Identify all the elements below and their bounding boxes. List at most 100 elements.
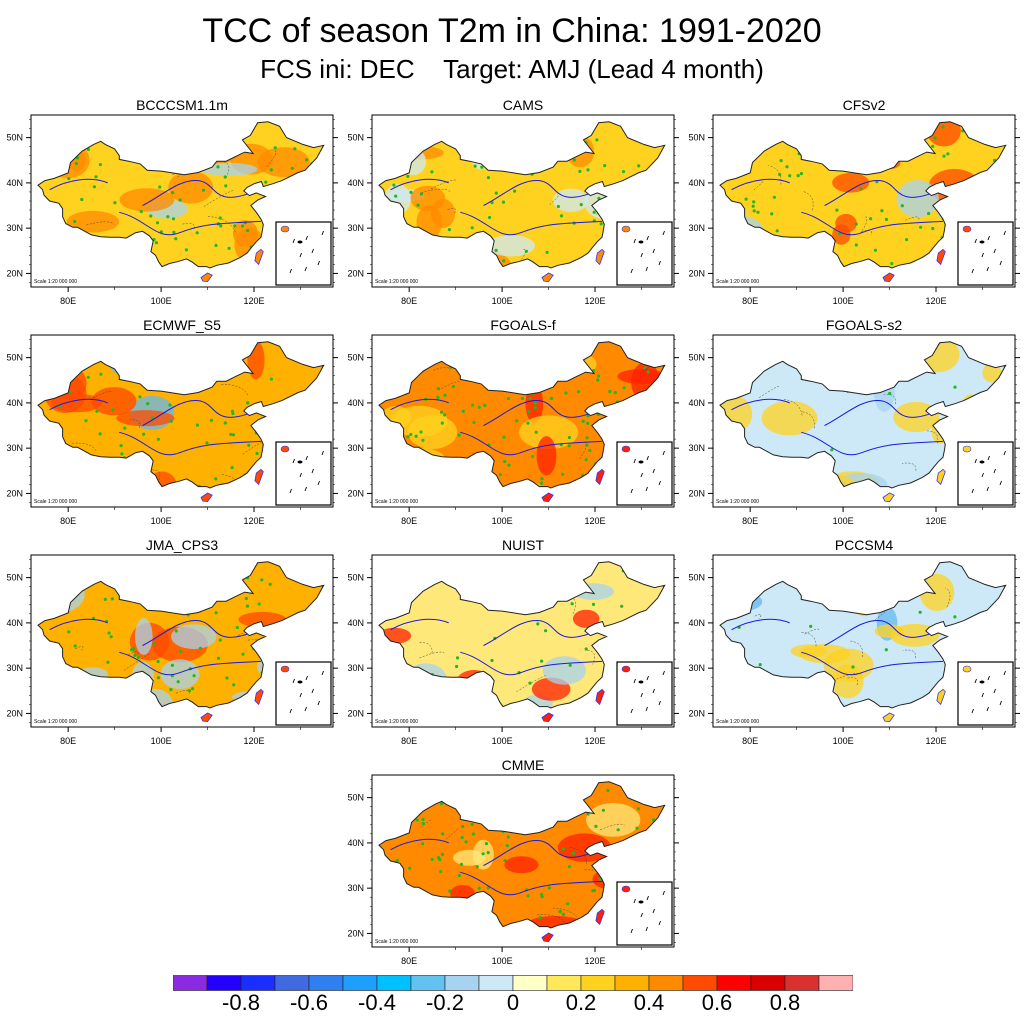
lat-tick-label: 20N [347, 488, 364, 498]
hainan-island [200, 492, 213, 503]
significance-dot [779, 159, 783, 163]
significance-dot [567, 444, 571, 448]
significance-dot [595, 138, 599, 142]
province-boundary [151, 469, 161, 481]
significance-dot [561, 472, 565, 476]
lon-tick-label: 80E [401, 956, 417, 966]
colorbar-swatch [818, 975, 853, 991]
colorbar-swatch [410, 975, 446, 991]
colorbar-tick-label: 0.4 [633, 990, 665, 1015]
taiwan-island [936, 248, 946, 266]
significance-dot [809, 624, 813, 628]
significance-dot [770, 212, 774, 216]
lat-tick-label: 50N [347, 573, 364, 583]
province-boundary [905, 216, 920, 221]
lon-tick-label: 80E [401, 516, 417, 526]
significance-dot [419, 430, 423, 434]
significance-dot [601, 808, 605, 812]
significance-dot [622, 386, 626, 390]
lon-tick-label: 120E [584, 516, 605, 526]
significance-dot [566, 902, 570, 906]
significance-dot [447, 228, 451, 232]
province-boundary [224, 161, 230, 179]
significance-dot [155, 221, 160, 225]
significance-dot [470, 226, 474, 230]
significance-dot [216, 656, 221, 660]
hainan-island [882, 492, 895, 503]
yellow-river [483, 620, 589, 646]
figure-title: TCC of season T2m in China: 1991-2020 [202, 12, 822, 50]
colorbar-swatch [614, 975, 650, 991]
significance-dot [603, 164, 607, 168]
province-boundary [861, 230, 872, 236]
hainan-island [200, 712, 213, 723]
significance-dot [471, 403, 475, 407]
significance-dot [130, 648, 134, 652]
significance-dot [788, 174, 792, 178]
significance-dot [436, 387, 440, 391]
significance-dot [73, 644, 77, 648]
significance-dot [942, 154, 946, 158]
significance-dot [394, 194, 398, 198]
significance-dot [534, 430, 538, 434]
field-patch [408, 415, 458, 449]
significance-dot [223, 175, 227, 179]
significance-dot [539, 481, 544, 485]
significance-dot [572, 158, 576, 162]
significance-dot [561, 847, 565, 851]
province-boundary [587, 649, 595, 665]
map-panel: JMA_CPS3 Scale 1:20 000 000 50N 40N 30N 20N 80… [0, 535, 345, 755]
province-boundary [418, 819, 431, 829]
significance-dot [174, 629, 178, 633]
significance-dot [900, 204, 904, 208]
significance-dot [67, 177, 71, 181]
province-boundary [433, 367, 450, 371]
lon-tick-label: 100E [833, 736, 854, 746]
lon-tick-label: 100E [151, 296, 172, 306]
significance-dot [540, 659, 544, 663]
lon-tick-label: 100E [833, 296, 854, 306]
significance-dot [527, 409, 531, 414]
lon-tick-label: 80E [60, 736, 76, 746]
yangtze-river [801, 651, 944, 676]
lon-tick-label: 120E [584, 296, 605, 306]
lon-tick-label: 100E [492, 956, 513, 966]
map-panel: NUIST Scale 1:20 000 000 50N 40N 30N 20N 80E 10… [341, 535, 686, 755]
significance-dot [455, 664, 459, 669]
lon-tick-label: 80E [401, 296, 417, 306]
significance-dot [98, 432, 102, 436]
field-patch [557, 833, 612, 862]
province-boundary [753, 180, 764, 191]
significance-dot [503, 459, 507, 464]
significance-dot [533, 401, 537, 405]
significance-dot [506, 396, 510, 401]
significance-dot [111, 408, 115, 412]
lat-tick-label: 30N [6, 223, 23, 233]
significance-dot [568, 663, 572, 667]
tarim-river [49, 178, 108, 191]
lat-tick-label: 30N [6, 443, 23, 453]
significance-dot [584, 647, 588, 651]
significance-dot [223, 421, 227, 425]
lat-tick-label: 50N [347, 793, 364, 803]
province-boundary [801, 631, 817, 647]
significance-dot [290, 166, 294, 170]
province-boundary [535, 914, 566, 924]
significance-dot [260, 578, 264, 582]
significance-dot [545, 250, 549, 254]
significance-dot [80, 197, 84, 202]
significance-dot [439, 870, 443, 874]
lat-tick-label: 30N [347, 883, 364, 893]
lat-tick-label: 40N [347, 838, 364, 848]
significance-dot [245, 604, 250, 608]
significance-dot [176, 680, 180, 684]
yangtze-river [801, 211, 944, 236]
significance-dot [136, 655, 140, 659]
significance-dot [505, 844, 509, 848]
map-canvas: Scale 1:20 000 000 50N 40N 30N 20N 80E 100E 120… [347, 114, 679, 306]
province-boundary [86, 221, 115, 226]
significance-dot [854, 222, 858, 226]
map-panel: PCCSM4 Scale 1:20 000 000 50N 40N 30N 20N 80E 1… [682, 535, 1024, 755]
yellow-river [483, 400, 589, 426]
lat-tick-label: 40N [6, 178, 23, 188]
